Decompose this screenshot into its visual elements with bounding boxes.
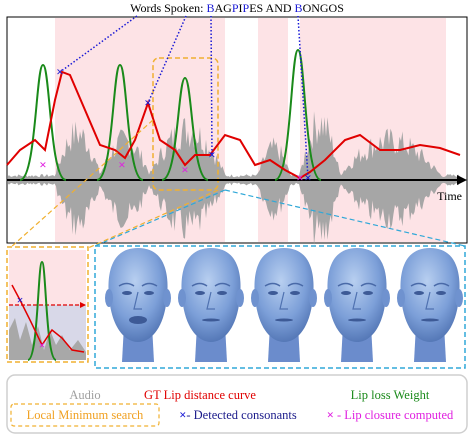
consonant-marker: × (208, 147, 215, 162)
eye (122, 291, 132, 295)
lip-distance-curve (6, 70, 461, 180)
ear (324, 289, 332, 307)
consonant-marker: × (144, 95, 151, 110)
connectors (9, 119, 466, 249)
ear (309, 289, 317, 307)
head (254, 248, 314, 342)
ear (455, 289, 463, 307)
face (324, 248, 390, 362)
legend: Audio GT Lip distance curve Lip loss Weigh… (27, 388, 454, 422)
eye (144, 291, 154, 295)
head (327, 248, 387, 342)
mouth (348, 318, 366, 322)
legend-marker: × (179, 408, 186, 422)
legend-box (10, 403, 160, 427)
closure-marker: × (181, 162, 188, 177)
legend-entry: Local Minimum search (27, 408, 144, 422)
title-part: ES AND (249, 1, 294, 15)
ear (236, 289, 244, 307)
head (108, 248, 168, 342)
legend-entry: ×- Detected consonants (179, 408, 297, 422)
title-part: B (295, 1, 303, 15)
axis-label: Time (437, 189, 462, 203)
consonant-marker: × (304, 170, 311, 185)
ear (105, 289, 113, 307)
brows (191, 282, 231, 287)
face (397, 248, 463, 362)
ear (397, 289, 405, 307)
nose (133, 291, 142, 310)
face (105, 248, 171, 362)
audio-waveform (8, 111, 460, 246)
eye (363, 291, 373, 295)
legend-entry: × - Lip closure computed (327, 408, 454, 422)
title-part: ONGOS (303, 1, 344, 15)
ear (251, 289, 259, 307)
closure-marker: × (39, 157, 46, 172)
legend-entry: GT Lip distance curve (144, 388, 256, 402)
legend-frame (6, 374, 468, 434)
eye (436, 291, 446, 295)
legend-entry: Lip loss Weight (351, 388, 430, 402)
legend-text: Local Minimum search (27, 408, 144, 422)
inset: × × (6, 246, 89, 363)
title-part: P (232, 1, 239, 15)
faces (105, 248, 463, 362)
eye (341, 291, 351, 295)
title-part: B (206, 1, 214, 15)
head (181, 248, 241, 342)
mouth (421, 318, 439, 322)
legend-marker: × (327, 408, 334, 422)
legend-text: - Detected consonants (186, 408, 297, 422)
nose (279, 291, 288, 310)
consonant-links (59, 15, 309, 179)
head (400, 248, 460, 342)
markers: ××××× × ×× (39, 64, 311, 185)
mouth (202, 318, 220, 322)
waveform (8, 111, 460, 246)
brows (337, 282, 377, 287)
brows (264, 282, 304, 287)
svg-text:×: × (17, 293, 24, 307)
closure-marker: × (296, 170, 303, 185)
legend-text: - Lip closure computed (334, 408, 454, 422)
ear (178, 289, 186, 307)
eye (195, 291, 205, 295)
eye (290, 291, 300, 295)
eye (268, 291, 278, 295)
nose (206, 291, 215, 310)
title-part: Words Spoken: (130, 1, 206, 15)
eye (217, 291, 227, 295)
svg-text:×: × (39, 338, 46, 352)
title-part: P (243, 1, 250, 15)
ear (382, 289, 390, 307)
title: Words Spoken: BAGPIPES AND BONGOS (130, 1, 344, 15)
title-part: I (239, 1, 243, 15)
ear (163, 289, 171, 307)
brows (118, 282, 158, 287)
legend-entry: Audio (69, 388, 100, 402)
brows (410, 282, 450, 287)
title-part: AG (214, 1, 232, 15)
mouth (129, 316, 147, 324)
face (178, 248, 244, 362)
nose (352, 291, 361, 310)
lip-loss-weight (19, 48, 322, 181)
axis-arrow (457, 175, 467, 185)
closure-marker: × (118, 157, 125, 172)
nose (425, 291, 434, 310)
faces-frame (94, 245, 466, 369)
consonant-marker: × (56, 64, 63, 79)
search-window (152, 57, 219, 191)
face (251, 248, 317, 362)
eye (414, 291, 424, 295)
mouth (275, 318, 293, 322)
